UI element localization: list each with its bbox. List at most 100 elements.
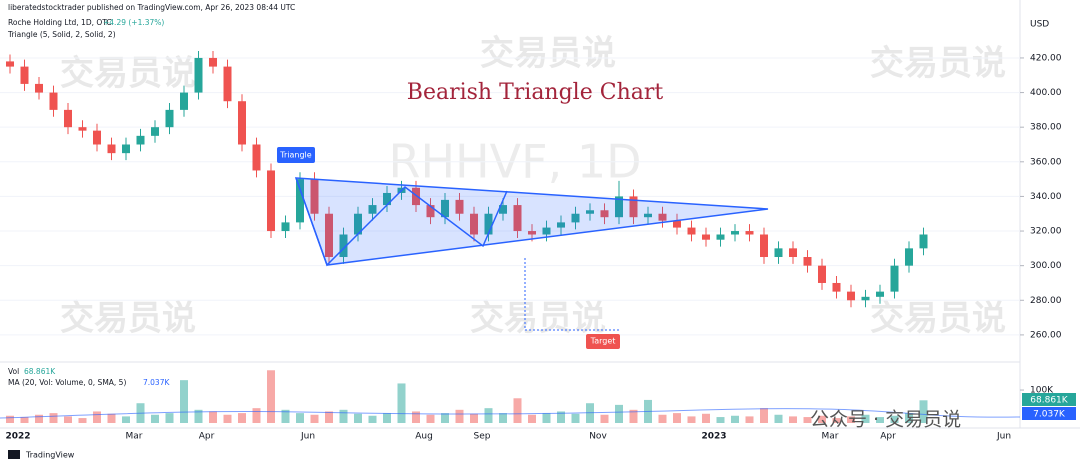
volume-bar — [687, 416, 696, 423]
candle-body — [702, 234, 710, 240]
chart-title: Bearish Triangle Chart — [407, 80, 664, 105]
candle-body — [513, 205, 522, 232]
y-tick-label: 260.00 — [1030, 330, 1062, 340]
target-label: Target — [590, 337, 616, 346]
candle-body — [35, 83, 43, 93]
volume-bar — [789, 416, 797, 423]
vol-badge-text: 68.861K — [1030, 396, 1068, 406]
candle-body — [890, 265, 899, 292]
x-tick-label: 2022 — [5, 432, 30, 442]
candle-body — [789, 248, 797, 258]
volume-bar — [310, 414, 319, 423]
volume-bar — [64, 416, 72, 423]
volume-bar — [702, 413, 710, 423]
change: +4.29 (+1.37%) — [103, 18, 164, 27]
candle-body — [847, 291, 855, 301]
volume-bar — [615, 404, 623, 423]
indicator: Triangle (5, Solid, 2, Solid, 2) — [7, 30, 116, 39]
ma-badge — [1022, 407, 1076, 420]
x-tick-label: Nov — [589, 432, 607, 442]
candle-body — [310, 179, 319, 214]
volume-bar — [441, 413, 449, 423]
y-tick-label: 380.00 — [1030, 123, 1062, 133]
ma-badge-text: 7.037K — [1033, 410, 1066, 420]
volume-bar — [745, 416, 754, 423]
volume-bar — [542, 413, 551, 423]
volume-bar — [803, 417, 812, 423]
candle-body — [267, 170, 275, 232]
volume-bar — [513, 398, 522, 423]
volume-bar — [223, 414, 232, 423]
target-label-box — [586, 334, 620, 349]
volume-bar — [180, 380, 188, 423]
candle-body — [354, 213, 362, 235]
volume-bar — [905, 413, 913, 423]
volume-ma — [0, 408, 1021, 419]
volume-bar — [847, 416, 855, 423]
candle-body — [383, 192, 391, 206]
triangle — [294, 177, 769, 266]
volume-bar — [455, 409, 464, 423]
candle-body — [209, 57, 217, 67]
vol-value: 68.861K — [24, 367, 56, 376]
volume-bar — [281, 409, 290, 423]
volume-bar — [658, 414, 667, 423]
volume-bar — [252, 408, 261, 423]
candle-body — [223, 66, 232, 102]
volume-bar — [122, 416, 130, 423]
candle-body — [644, 213, 652, 218]
x-tick-label: Apr — [880, 432, 896, 442]
candle-body — [296, 179, 304, 223]
candle-body — [325, 213, 333, 258]
vol-badge — [1022, 393, 1076, 406]
candle-body — [571, 213, 580, 223]
candle-body — [586, 210, 594, 214]
volume-bar — [107, 413, 116, 423]
vol-tick-label: 100K — [1030, 386, 1054, 396]
candle-body — [760, 234, 768, 258]
volume-bar — [832, 418, 841, 423]
candle-body — [774, 248, 783, 258]
candle-body — [615, 196, 623, 218]
candle-body — [78, 127, 87, 131]
vol-label: Vol — [8, 367, 19, 376]
y-tick-label: 360.00 — [1030, 157, 1062, 167]
x-tick-label: Mar — [822, 432, 839, 442]
footer: TradingView — [25, 451, 75, 460]
volume-bar — [296, 413, 304, 423]
candle-body — [658, 213, 667, 221]
candle-body — [600, 210, 609, 218]
volume-bar — [629, 409, 638, 423]
volume-bar — [426, 414, 435, 423]
candle-body — [803, 257, 812, 266]
volume-bar — [35, 414, 43, 423]
y-tick-label: 340.00 — [1030, 192, 1062, 202]
volume-bar — [339, 409, 348, 423]
watermark: 交易员说 — [480, 34, 616, 74]
volume-bar — [325, 411, 333, 423]
volume-bar — [919, 400, 928, 423]
candle-body — [818, 265, 826, 283]
marks — [0, 51, 1020, 423]
volume-bar — [238, 413, 246, 423]
candle-body — [455, 199, 464, 214]
candle-body — [93, 130, 101, 145]
candle-body — [165, 109, 174, 128]
candle-body — [49, 92, 58, 110]
volume-bar — [470, 413, 478, 423]
candle-body — [861, 296, 870, 301]
candle-body — [368, 205, 377, 214]
volume-bar — [716, 417, 725, 423]
candle-body — [136, 135, 145, 145]
candle-body — [122, 144, 130, 154]
x-tick-label: Aug — [415, 432, 433, 442]
candle-body — [339, 234, 348, 258]
candle-body — [281, 222, 290, 232]
zigzag — [295, 177, 508, 267]
y-tick-label: 420.00 — [1030, 53, 1062, 63]
currency: USD — [1030, 20, 1049, 30]
volume-bar — [600, 414, 609, 423]
x-tick-label: Jun — [996, 432, 1011, 442]
volume-bar — [412, 411, 420, 423]
